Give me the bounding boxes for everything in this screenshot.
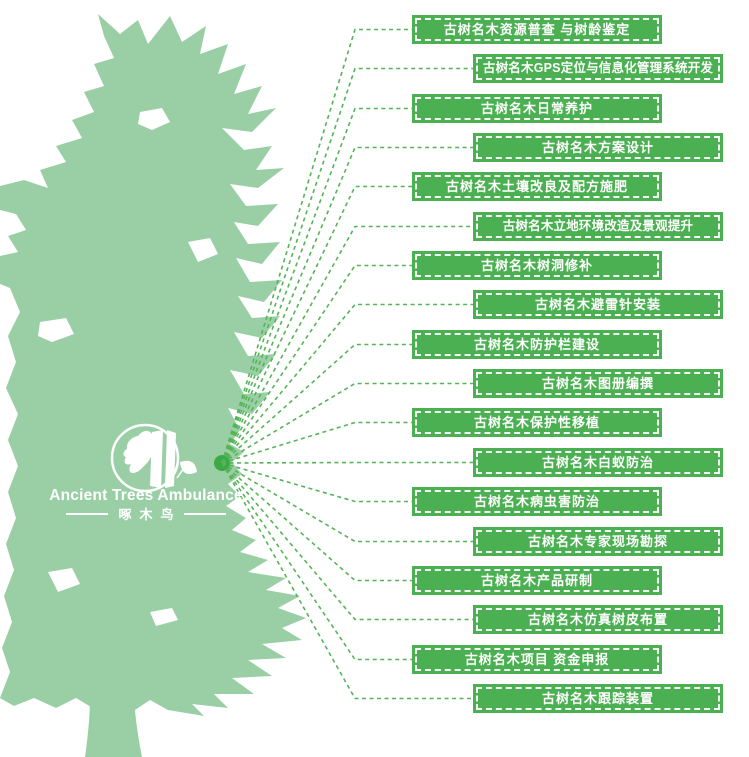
connector-line-12 <box>221 461 473 464</box>
canopy-hole <box>150 608 178 626</box>
service-box-resource-survey: 古树名木资源普查 与树龄鉴定 <box>412 15 662 44</box>
service-box-product-development: 古树名木产品研制 <box>412 566 662 595</box>
connector-line-2 <box>221 67 473 464</box>
service-label: 古树名木跟踪装置 <box>541 691 654 706</box>
service-box-cavity-repair: 古树名木树洞修补 <box>412 251 662 280</box>
canopy-hole <box>188 238 218 262</box>
service-label: 古树名木产品研制 <box>480 573 593 588</box>
service-label: 古树名木项目 资金申报 <box>464 652 610 667</box>
canopy-hole <box>138 108 170 130</box>
canopy-hole <box>48 568 80 592</box>
service-label: 古树名木防护栏建设 <box>473 337 600 352</box>
service-label: 古树名木专家现场勘探 <box>527 534 668 549</box>
service-box-termite-control: 古树名木白蚁防治 <box>473 448 723 477</box>
service-label: 古树名木土壤改良及配方施肥 <box>445 179 628 194</box>
connector-line-6 <box>221 225 473 464</box>
connector-line-18 <box>221 462 473 700</box>
service-box-protective-transplant: 古树名木保护性移植 <box>412 408 662 437</box>
service-box-guard-fence: 古树名木防护栏建设 <box>412 330 662 359</box>
service-label: 古树名木保护性移植 <box>473 415 600 430</box>
service-box-album-compilation: 古树名木图册编撰 <box>473 369 723 398</box>
logo-subtitle-text: 啄木鸟 <box>118 507 182 522</box>
service-box-daily-care: 古树名木日常养护 <box>412 94 662 123</box>
tree-canopy-silhouette <box>0 14 306 716</box>
service-box-project-funding: 古树名木项目 资金申报 <box>412 645 662 674</box>
tree-trunk <box>85 648 142 757</box>
connector-line-4 <box>221 146 473 464</box>
service-label: 古树名木方案设计 <box>541 140 654 155</box>
canopy-hole <box>38 318 74 342</box>
service-box-simulated-bark: 古树名木仿真树皮布置 <box>473 605 723 634</box>
service-box-pest-disease-control: 古树名木病虫害防治 <box>412 487 662 516</box>
connector-line-1 <box>221 28 412 464</box>
connector-line-8 <box>221 303 473 464</box>
logo-subtitle-cn: 啄木鸟 <box>56 504 236 523</box>
service-label: 古树名木日常养护 <box>480 101 593 116</box>
service-label: 古树名木图册编撰 <box>541 376 654 391</box>
service-box-site-environment: 古树名木立地环境改造及景观提升 <box>473 212 723 241</box>
connector-line-10 <box>221 382 473 464</box>
connector-line-11 <box>221 421 412 464</box>
subtitle-dash-line <box>183 512 226 515</box>
service-label: 古树名木仿真树皮布置 <box>527 612 668 627</box>
service-box-lightning-rod: 古树名木避雷针安装 <box>473 290 723 319</box>
connector-line-13 <box>221 462 412 503</box>
service-label: 古树名木GPS定位与信息化管理系统开发 <box>482 61 714 76</box>
service-label: 古树名木避雷针安装 <box>534 297 661 312</box>
service-label: 古树名木病虫害防治 <box>473 494 600 509</box>
service-box-tracking-device: 古树名木跟踪装置 <box>473 684 723 713</box>
connector-line-3 <box>221 107 412 464</box>
service-box-plan-design: 古树名木方案设计 <box>473 133 723 162</box>
service-box-expert-site-survey: 古树名木专家现场勘探 <box>473 527 723 556</box>
connector-line-16 <box>221 462 473 621</box>
service-box-soil-improvement: 古树名木土壤改良及配方施肥 <box>412 172 662 201</box>
logo-title-en: Ancient Trees Ambulance <box>49 487 243 504</box>
service-box-gps-info-system: 古树名木GPS定位与信息化管理系统开发 <box>473 54 723 83</box>
subtitle-dash-line <box>66 512 109 515</box>
service-label: 古树名木白蚁防治 <box>541 455 654 470</box>
connector-line-14 <box>221 462 473 543</box>
service-label: 古树名木立地环境改造及景观提升 <box>502 219 694 234</box>
service-label: 古树名木树洞修补 <box>480 258 593 273</box>
service-label: 古树名木资源普查 与树龄鉴定 <box>443 22 631 37</box>
woodpecker-logo-icon <box>110 423 197 493</box>
